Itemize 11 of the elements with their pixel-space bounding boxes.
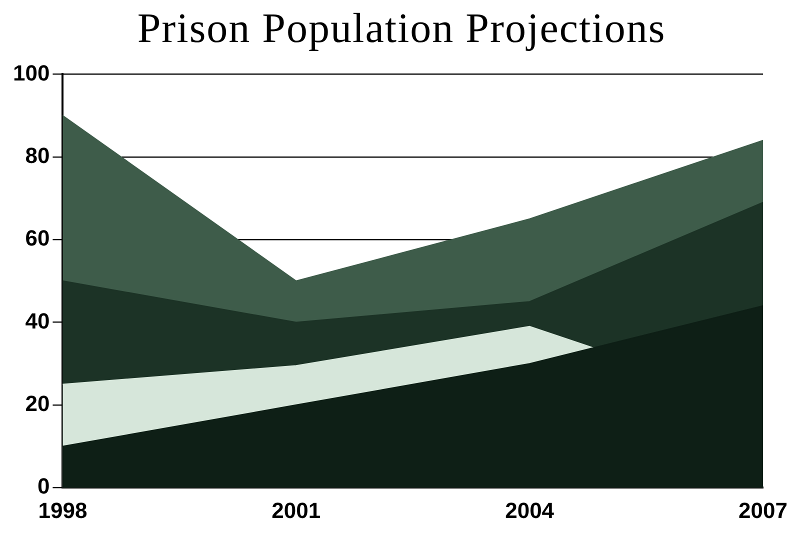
y-tick-label: 100 [12, 60, 50, 86]
x-tick-label: 2007 [738, 498, 788, 523]
y-tick-label: 0 [37, 474, 50, 499]
x-tick-label: 2001 [272, 498, 321, 523]
chart-title: Prison Population Projections [136, 5, 667, 54]
x-tick-label: 1998 [38, 498, 88, 523]
y-tick-label: 40 [25, 308, 50, 334]
y-tick-label: 80 [25, 142, 50, 168]
y-tick-label: 20 [25, 390, 50, 416]
y-tick-label: 60 [25, 226, 50, 251]
x-tick-label: 2004 [505, 498, 555, 523]
